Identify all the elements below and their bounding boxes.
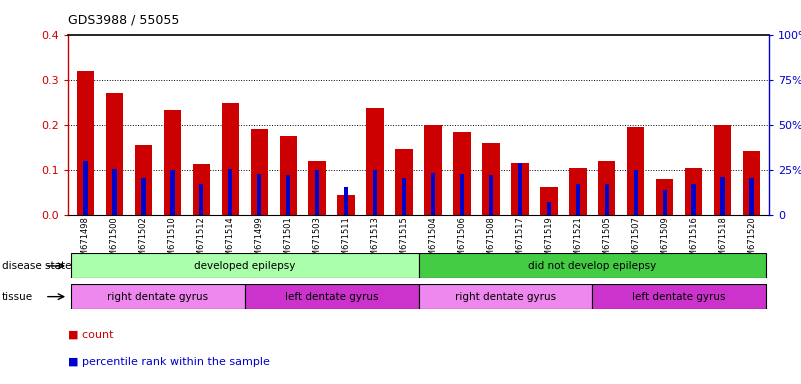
Bar [460, 174, 464, 215]
Text: right dentate gyrus: right dentate gyrus [455, 291, 556, 302]
Bar [199, 184, 203, 215]
Bar [540, 187, 557, 215]
Bar [257, 174, 261, 215]
Bar [634, 170, 638, 215]
Bar [337, 195, 355, 215]
Text: left dentate gyrus: left dentate gyrus [633, 291, 726, 302]
Bar [418, 284, 592, 309]
Bar [576, 184, 580, 215]
Bar [431, 173, 435, 215]
Bar [598, 161, 615, 215]
Bar [691, 184, 696, 215]
Text: GDS3988 / 55055: GDS3988 / 55055 [68, 13, 179, 26]
Bar [222, 103, 239, 215]
Bar [570, 168, 586, 215]
Bar [315, 170, 320, 215]
Bar [366, 108, 384, 215]
Bar [71, 284, 245, 309]
Bar [106, 93, 123, 215]
Bar [251, 129, 268, 215]
Bar [192, 164, 210, 215]
Bar [402, 177, 406, 215]
Bar [280, 136, 297, 215]
Bar [71, 253, 418, 278]
Text: ■ percentile rank within the sample: ■ percentile rank within the sample [68, 357, 270, 367]
Bar [546, 202, 551, 215]
Bar [228, 169, 232, 215]
Bar [141, 177, 146, 215]
Bar [83, 161, 87, 215]
Bar [517, 163, 522, 215]
Bar [286, 175, 291, 215]
Bar [418, 253, 766, 278]
Bar [627, 127, 645, 215]
Bar [425, 125, 441, 215]
Bar [685, 168, 702, 215]
Bar [489, 175, 493, 215]
Bar [396, 149, 413, 215]
Text: disease state: disease state [2, 261, 71, 271]
Text: developed epilepsy: developed epilepsy [194, 261, 296, 271]
Bar [656, 179, 674, 215]
Bar [453, 132, 471, 215]
Bar [344, 187, 348, 215]
Text: did not develop epilepsy: did not develop epilepsy [528, 261, 656, 271]
Bar [170, 170, 175, 215]
Bar [511, 163, 529, 215]
Text: right dentate gyrus: right dentate gyrus [107, 291, 208, 302]
Bar [77, 71, 95, 215]
Bar [112, 169, 117, 215]
Bar [482, 143, 500, 215]
Bar [714, 125, 731, 215]
Bar [245, 284, 418, 309]
Bar [743, 151, 760, 215]
Bar [720, 177, 725, 215]
Text: tissue: tissue [2, 291, 33, 302]
Bar [373, 170, 377, 215]
Bar [662, 190, 667, 215]
Bar [592, 284, 766, 309]
Bar [163, 110, 181, 215]
Bar [605, 184, 609, 215]
Text: ■ count: ■ count [68, 330, 114, 340]
Bar [750, 177, 754, 215]
Text: left dentate gyrus: left dentate gyrus [285, 291, 378, 302]
Bar [308, 161, 326, 215]
Bar [135, 145, 152, 215]
